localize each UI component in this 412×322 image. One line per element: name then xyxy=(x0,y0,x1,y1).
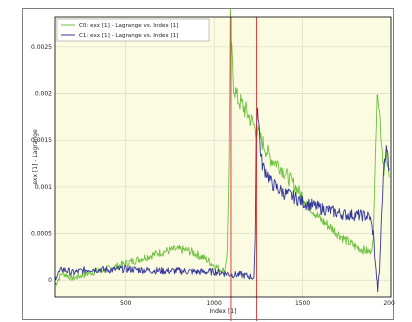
y-tick-label: 0.002 xyxy=(35,91,52,98)
x-tick-label: 500 xyxy=(120,300,132,307)
plot-background xyxy=(55,17,391,297)
y-tick-label: 0.001 xyxy=(35,184,52,191)
x-axis-title: Index [1] xyxy=(210,308,237,315)
legend-box xyxy=(56,18,210,42)
y-tick-label: 0.0015 xyxy=(31,137,52,144)
x-tick-label: 2000 xyxy=(383,300,395,307)
series-line-c0 xyxy=(54,9,390,286)
y-tick-label: 0.0005 xyxy=(31,231,52,238)
x-tick-label: 1000 xyxy=(207,300,222,307)
y-tick-label: 0.0025 xyxy=(31,44,52,51)
series-line-c1 xyxy=(54,107,390,293)
legend: C0: exx [1] - Lagrange vs. Index [1] C1:… xyxy=(56,18,210,42)
y-axis-title: exx [1] - Lagrange xyxy=(32,129,39,185)
series-layer xyxy=(54,9,390,293)
plot-frame xyxy=(54,16,392,298)
chart-svg: 0 0.0005 0.001 0.0015 0.002 0.0025 500 1000 150… xyxy=(31,9,395,321)
legend-label-c0: C0: exx [1] - Lagrange vs. Index [1] xyxy=(79,23,178,29)
x-axis-ticks: 500 1000 1500 2000 xyxy=(120,300,395,307)
vertical-markers xyxy=(230,17,258,321)
y-tick-label: 0 xyxy=(48,277,52,284)
x-tick-label: 1500 xyxy=(295,300,310,307)
y-axis-ticks: 0 0.0005 0.001 0.0015 0.002 0.0025 xyxy=(31,44,52,284)
chart-window: 0 0.0005 0.001 0.0015 0.002 0.0025 500 1000 150… xyxy=(22,8,395,321)
legend-label-c1: C1: exx [1] - Lagrange vs. Index [1] xyxy=(79,33,178,39)
